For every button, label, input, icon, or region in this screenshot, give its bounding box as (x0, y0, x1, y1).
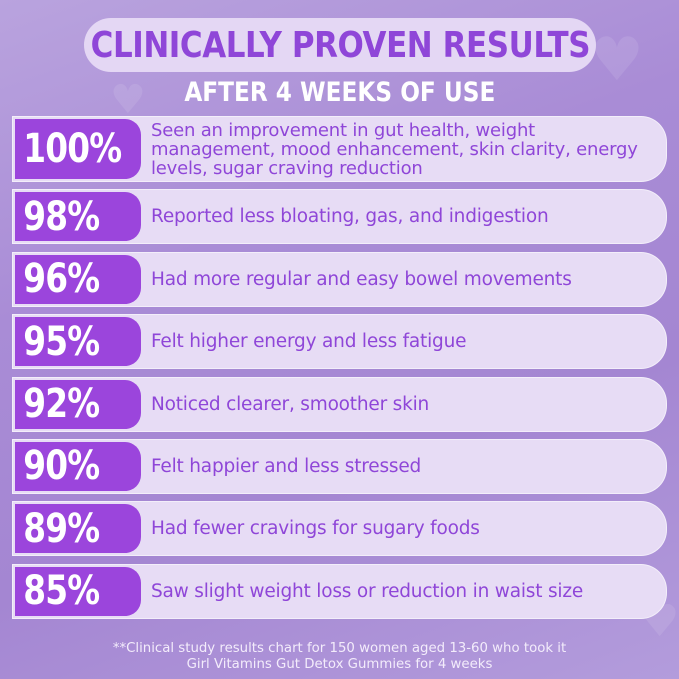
results-list: 100% Seen an improvement in gut health, … (12, 116, 667, 626)
result-description: Had fewer cravings for sugary foods (151, 518, 480, 540)
percent-value: 90% (23, 443, 100, 490)
percent-badge: 95% (15, 317, 141, 367)
result-description: Felt happier and less stressed (151, 455, 422, 477)
result-row: 95% Felt higher energy and less fatigue (12, 314, 667, 370)
title-banner: CLINICALLY PROVEN RESULTS (84, 18, 596, 72)
percent-badge: 100% (15, 119, 141, 179)
percent-value: 85% (23, 568, 100, 615)
result-row: 89% Had fewer cravings for sugary foods (12, 501, 667, 557)
result-row: 98% Reported less bloating, gas, and ind… (12, 189, 667, 245)
page-title: CLINICALLY PROVEN RESULTS (90, 24, 590, 66)
result-row: 90% Felt happier and less stressed (12, 438, 667, 494)
percent-badge: 90% (15, 441, 141, 491)
result-row: 85% Saw slight weight loss or reduction … (12, 563, 667, 619)
footnote-line: Girl Vitamins Gut Detox Gummies for 4 we… (186, 657, 493, 672)
percent-value: 95% (23, 318, 100, 365)
result-description: Noticed clearer, smoother skin (151, 393, 430, 415)
percent-value: 100% (23, 126, 122, 172)
percent-value: 89% (23, 505, 100, 552)
result-description: Saw slight weight loss or reduction in w… (151, 580, 584, 602)
percent-badge: 89% (15, 504, 141, 554)
percent-value: 96% (23, 256, 100, 303)
footnote: **Clinical study results chart for 150 w… (0, 641, 679, 673)
result-description: Had more regular and easy bowel movement… (151, 268, 572, 290)
result-row: 92% Noticed clearer, smoother skin (12, 376, 667, 432)
percent-value: 98% (23, 193, 100, 240)
result-description: Seen an improvement in gut health, weigh… (151, 119, 638, 179)
footnote-line: **Clinical study results chart for 150 w… (112, 641, 567, 656)
result-row: 100% Seen an improvement in gut health, … (12, 116, 667, 182)
percent-badge: 92% (15, 379, 141, 429)
percent-badge: 96% (15, 254, 141, 304)
subtitle-banner: AFTER 4 WEEKS OF USE (0, 74, 679, 110)
result-description: Felt higher energy and less fatigue (151, 331, 467, 353)
result-row: 96% Had more regular and easy bowel move… (12, 251, 667, 307)
percent-badge: 85% (15, 566, 141, 616)
percent-badge: 98% (15, 192, 141, 242)
percent-value: 92% (23, 381, 100, 428)
page-subtitle: AFTER 4 WEEKS OF USE (183, 76, 495, 108)
result-description: Reported less bloating, gas, and indiges… (151, 206, 549, 228)
heart-decoration-icon: ♥ (110, 77, 146, 123)
heart-decoration-icon: ♥ (590, 25, 644, 95)
